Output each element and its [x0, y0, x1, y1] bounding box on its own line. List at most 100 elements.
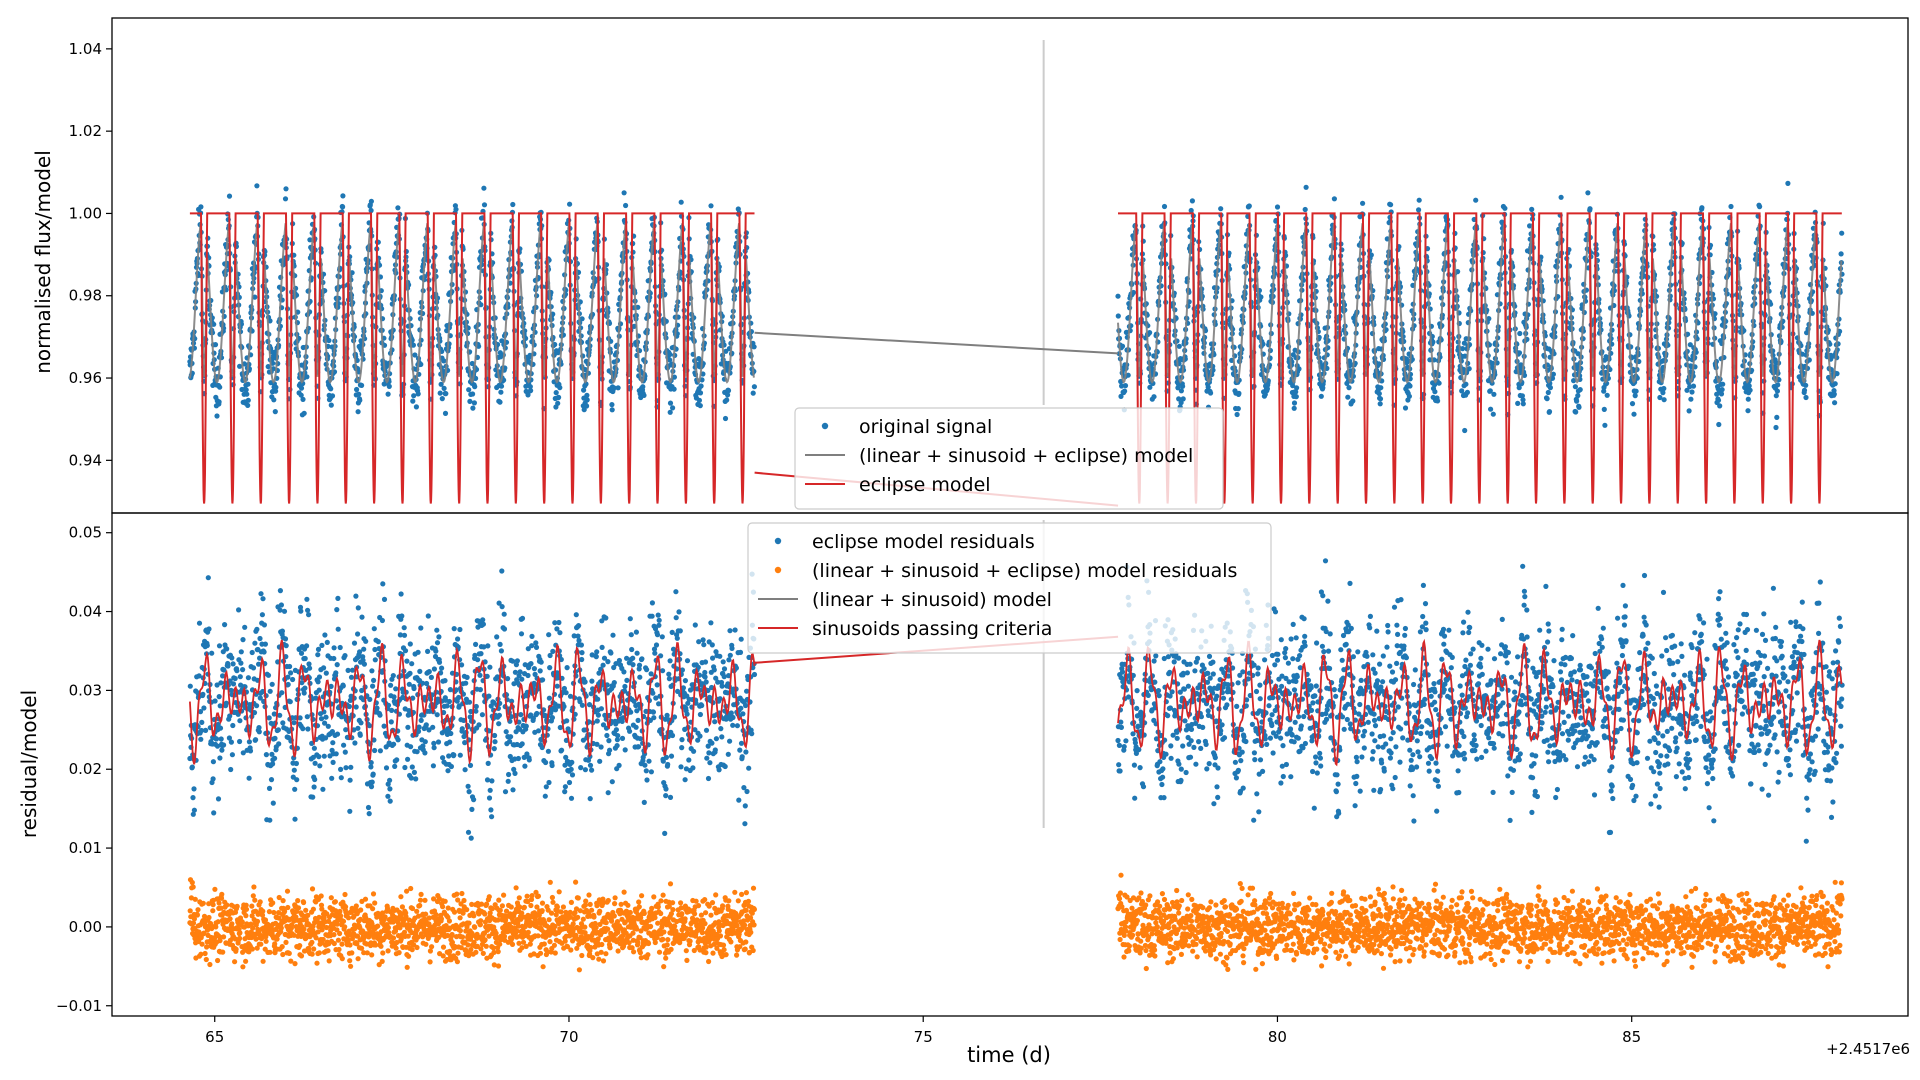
data-point	[381, 723, 387, 729]
data-point	[276, 741, 282, 747]
data-point	[298, 650, 305, 656]
y-tick-label: 0.94	[69, 451, 102, 469]
data-point	[751, 344, 757, 350]
data-point	[301, 690, 307, 696]
data-point	[266, 715, 272, 721]
data-point	[267, 817, 273, 823]
data-point	[667, 400, 674, 406]
data-point	[1585, 190, 1591, 196]
data-point	[366, 723, 373, 729]
data-point	[1302, 206, 1308, 213]
data-point	[216, 694, 222, 700]
data-point	[366, 811, 372, 817]
data-point	[667, 409, 673, 415]
data-point	[1115, 293, 1121, 299]
data-point	[244, 391, 250, 397]
data-point	[369, 779, 375, 785]
data-point	[1661, 385, 1667, 392]
data-point	[252, 294, 258, 300]
data-point	[415, 391, 421, 397]
data-point	[337, 644, 343, 651]
data-point	[1462, 427, 1468, 434]
data-point	[272, 735, 278, 742]
data-point	[497, 399, 503, 405]
data-point	[291, 720, 297, 726]
data-point	[346, 703, 352, 710]
data-point	[359, 614, 365, 620]
data-point	[298, 385, 305, 391]
data-point	[187, 683, 193, 689]
data-point	[1601, 406, 1607, 412]
data-point	[1558, 194, 1564, 200]
data-point	[678, 199, 684, 205]
data-point	[623, 202, 629, 209]
data-point	[363, 638, 369, 644]
data-point	[1688, 396, 1694, 402]
data-point	[466, 387, 472, 393]
y-tick-label: 1.04	[69, 40, 102, 58]
data-point	[1180, 396, 1186, 402]
data-point	[553, 390, 559, 396]
data-point	[361, 661, 367, 667]
data-point	[584, 397, 590, 403]
data-point	[443, 391, 449, 397]
data-point	[355, 605, 361, 611]
data-point	[265, 672, 272, 678]
data-point	[205, 575, 211, 581]
data-point	[528, 388, 534, 394]
data-point	[1632, 393, 1638, 399]
data-point	[439, 396, 445, 402]
data-point	[196, 620, 203, 626]
data-point	[293, 760, 299, 767]
data-point	[326, 337, 332, 344]
data-point	[385, 793, 391, 799]
data-point	[388, 719, 394, 725]
data-point	[387, 786, 393, 792]
data-point	[1746, 383, 1752, 389]
data-point	[369, 668, 375, 674]
data-point	[228, 739, 234, 745]
data-point	[243, 387, 249, 393]
data-point	[441, 358, 447, 364]
data-point	[217, 725, 224, 731]
data-point	[254, 626, 260, 632]
data-point	[1491, 391, 1497, 397]
data-point	[584, 392, 590, 398]
data-point	[343, 765, 349, 771]
data-point	[386, 383, 392, 389]
data-point	[305, 607, 311, 613]
data-point	[1720, 381, 1726, 387]
data-point	[305, 726, 311, 732]
data-point	[204, 642, 210, 649]
data-point	[1572, 384, 1578, 390]
data-point	[354, 386, 360, 393]
data-point	[1189, 198, 1195, 204]
y-tick-label: 0.98	[69, 287, 102, 305]
data-point	[1376, 391, 1382, 397]
data-point	[356, 391, 362, 397]
data-point	[1377, 401, 1383, 407]
data-point	[401, 625, 407, 631]
data-point	[302, 685, 308, 691]
data-point	[245, 402, 251, 408]
data-point	[1803, 394, 1809, 401]
data-point	[348, 764, 354, 770]
data-point	[333, 670, 339, 676]
data-point	[200, 691, 206, 697]
data-point	[330, 740, 336, 746]
data-point	[254, 183, 260, 189]
data-point	[1416, 197, 1422, 203]
data-point	[640, 384, 646, 390]
data-point	[261, 649, 267, 655]
data-point	[1716, 421, 1722, 428]
data-point	[394, 757, 400, 763]
y-tick-label: 1.00	[69, 204, 102, 222]
data-point	[302, 655, 308, 662]
data-point	[355, 631, 361, 637]
data-point	[236, 607, 242, 613]
data-point	[316, 687, 322, 693]
data-point	[1294, 385, 1300, 391]
data-point	[242, 624, 248, 630]
data-point	[304, 596, 310, 602]
data-point	[1274, 204, 1281, 210]
